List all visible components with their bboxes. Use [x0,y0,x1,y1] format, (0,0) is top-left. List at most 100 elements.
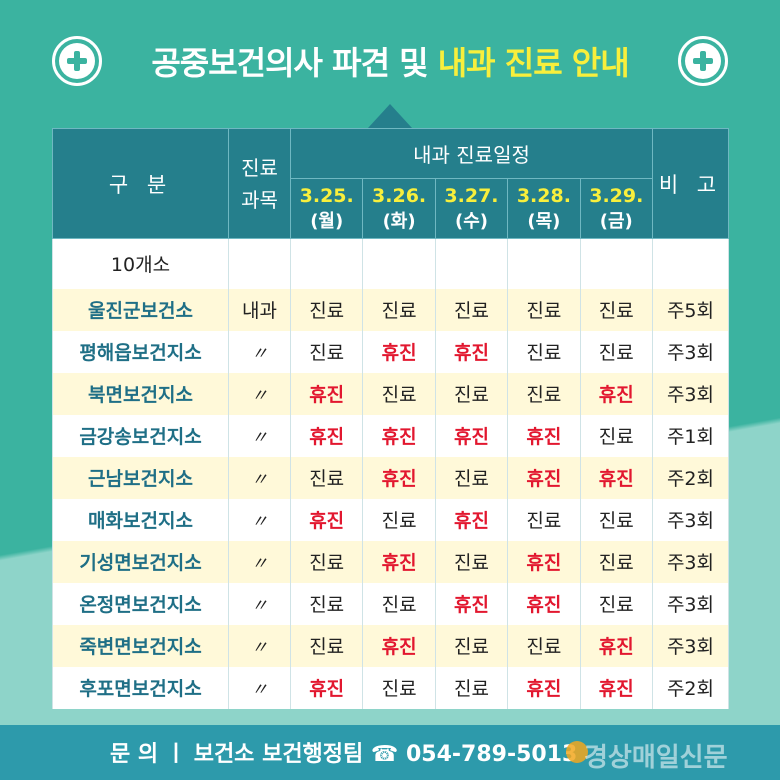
closed-cell: 휴진 [362,540,436,583]
medical-plus-icon [52,36,102,86]
day-header: 3.27. (수) [434,178,509,239]
day-header: 3.25. (월) [289,178,364,239]
facility-name: 금강송보건지소 [52,414,229,457]
table-row: 온정면보건지소 〃 진료 진료 휴진 휴진 진료 주3회 [52,582,729,625]
open-cell: 진료 [434,540,509,583]
open-cell: 진료 [362,582,436,625]
table-row: 후포면보건지소 〃 휴진 진료 진료 휴진 휴진 주2회 [52,666,729,709]
column-header-subject: 진료 과목 [228,128,291,239]
subject-cell: 〃 [228,414,291,457]
closed-cell: 휴진 [507,456,581,499]
empty-cell [228,238,291,289]
closed-cell: 휴진 [362,330,436,373]
facility-name: 기성면보건지소 [52,540,229,583]
table-row: 죽변면보건지소 〃 진료 휴진 진료 진료 휴진 주3회 [52,624,729,667]
open-cell: 진료 [289,330,364,373]
note-cell: 주5회 [651,288,729,331]
open-cell: 진료 [579,330,653,373]
open-cell: 진료 [579,498,653,541]
table-row: 근남보건지소 〃 진료 휴진 진료 휴진 휴진 주2회 [52,456,729,499]
note-cell: 주3회 [651,540,729,583]
open-cell: 진료 [579,288,653,331]
subject-cell: 〃 [228,330,291,373]
open-cell: 진료 [289,624,364,667]
table-row: 매화보건지소 〃 휴진 진료 휴진 진료 진료 주3회 [52,498,729,541]
closed-cell: 휴진 [507,540,581,583]
title-highlight: 내과 진료 안내 [437,44,630,82]
contact-text: 문 의 ㅣ 보건소 보건행정팀 ☎ 054-789-5013 [110,742,578,767]
day-weekday: (수) [454,210,488,232]
day-header: 3.26. (화) [362,178,436,239]
closed-cell: 휴진 [434,330,509,373]
day-weekday: (화) [382,210,416,232]
subject-cell: 〃 [228,540,291,583]
day-weekday: (목) [527,210,561,232]
column-header-schedule: 내과 진료일정 [290,128,653,179]
summary-cell: 10개소 [52,238,229,289]
empty-cell [434,238,509,289]
facility-name: 후포면보건지소 [52,666,229,709]
empty-cell [362,238,436,289]
note-cell: 주3회 [651,624,729,667]
facility-name: 온정면보건지소 [52,582,229,625]
open-cell: 진료 [434,372,509,415]
empty-cell [651,238,729,289]
closed-cell: 휴진 [507,582,581,625]
subject-cell: 〃 [228,582,291,625]
open-cell: 진료 [579,582,653,625]
open-cell: 진료 [434,624,509,667]
table-row: 북면보건지소 〃 휴진 진료 진료 진료 휴진 주3회 [52,372,729,415]
empty-cell [579,238,653,289]
facility-name: 평해읍보건지소 [52,330,229,373]
page-title: 공중보건의사 파견 및 내과 진료 안내 [0,38,780,84]
open-cell: 진료 [434,288,509,331]
open-cell: 진료 [507,288,581,331]
open-cell: 진료 [579,414,653,457]
day-weekday: (금) [599,210,633,232]
open-cell: 진료 [434,666,509,709]
facility-name: 매화보건지소 [52,498,229,541]
closed-cell: 휴진 [289,414,364,457]
open-cell: 진료 [507,330,581,373]
facility-name: 울진군보건소 [52,288,229,331]
closed-cell: 휴진 [289,498,364,541]
closed-cell: 휴진 [507,414,581,457]
day-date: 3.29. [589,184,644,207]
facility-name: 근남보건지소 [52,456,229,499]
open-cell: 진료 [362,666,436,709]
closed-cell: 휴진 [434,498,509,541]
facility-name: 죽변면보건지소 [52,624,229,667]
open-cell: 진료 [289,582,364,625]
closed-cell: 휴진 [579,456,653,499]
note-cell: 주2회 [651,666,729,709]
empty-cell [289,238,364,289]
subject-cell: 내과 [228,288,291,331]
day-date: 3.25. [299,184,354,207]
closed-cell: 휴진 [362,624,436,667]
day-date: 3.28. [516,184,571,207]
open-cell: 진료 [289,288,364,331]
watermark-logo-icon [566,741,588,763]
contact-footer: 문 의 ㅣ 보건소 보건행정팀 ☎ 054-789-5013 [0,725,780,780]
title-main: 공중보건의사 파견 및 [151,44,438,82]
header-pointer [368,104,412,128]
facility-name: 북면보건지소 [52,372,229,415]
schedule-table: 구 분 진료 과목 내과 진료일정 비 고 3.25. (월) 3.26. (화) 3.… [52,128,729,709]
closed-cell: 휴진 [434,414,509,457]
note-cell: 주3회 [651,372,729,415]
day-header: 3.28. (목) [507,178,581,239]
table-row: 금강송보건지소 〃 휴진 휴진 휴진 휴진 진료 주1회 [52,414,729,457]
column-header-note: 비 고 [651,128,729,239]
subject-cell: 〃 [228,498,291,541]
closed-cell: 휴진 [362,414,436,457]
page-header: 공중보건의사 파견 및 내과 진료 안내 [0,28,780,98]
closed-cell: 휴진 [362,456,436,499]
closed-cell: 휴진 [579,666,653,709]
open-cell: 진료 [507,624,581,667]
day-weekday: (월) [310,210,344,232]
open-cell: 진료 [579,540,653,583]
medical-plus-icon [678,36,728,86]
closed-cell: 휴진 [579,372,653,415]
open-cell: 진료 [289,456,364,499]
table-row: 기성면보건지소 〃 진료 휴진 진료 휴진 진료 주3회 [52,540,729,583]
